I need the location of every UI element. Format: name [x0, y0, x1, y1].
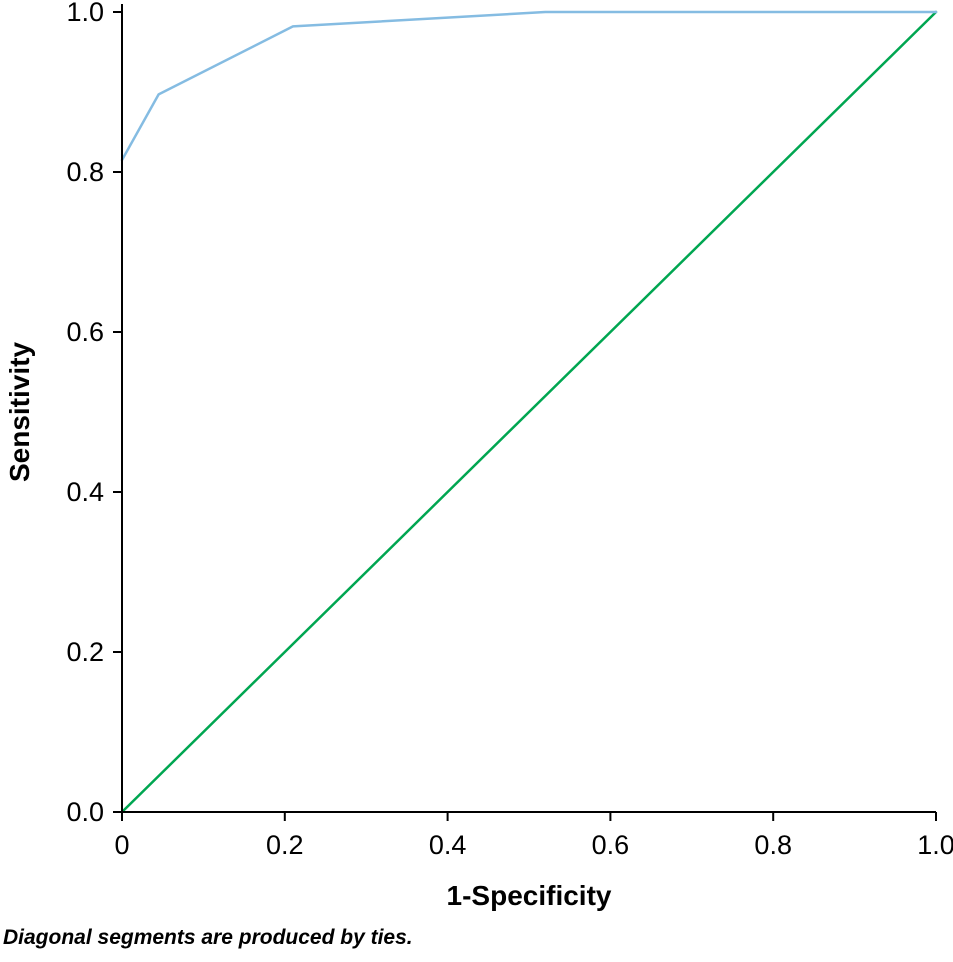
x-axis-title: 1-Specificity: [446, 880, 612, 911]
chart-footnote: Diagonal segments are produced by ties.: [3, 926, 413, 949]
y-tick-label: 0.6: [66, 317, 104, 347]
x-tick-label: 1.0: [917, 830, 953, 860]
x-tick-label: 0.2: [266, 830, 304, 860]
y-tick-label: 0.8: [66, 157, 104, 187]
y-tick-label: 1.0: [66, 0, 104, 27]
y-tick-label: 0.4: [66, 477, 104, 507]
x-tick-label: 0.8: [754, 830, 792, 860]
y-axis-title: Sensitivity: [4, 341, 35, 483]
y-tick-label: 0.2: [66, 637, 104, 667]
x-tick-label: 0.4: [429, 830, 467, 860]
x-tick-label: 0: [114, 830, 129, 860]
reference-diagonal-line: [120, 10, 938, 814]
x-tick-label: 0.6: [592, 830, 630, 860]
roc-curve-line: [120, 10, 938, 162]
y-tick-label: 0.0: [66, 797, 104, 827]
